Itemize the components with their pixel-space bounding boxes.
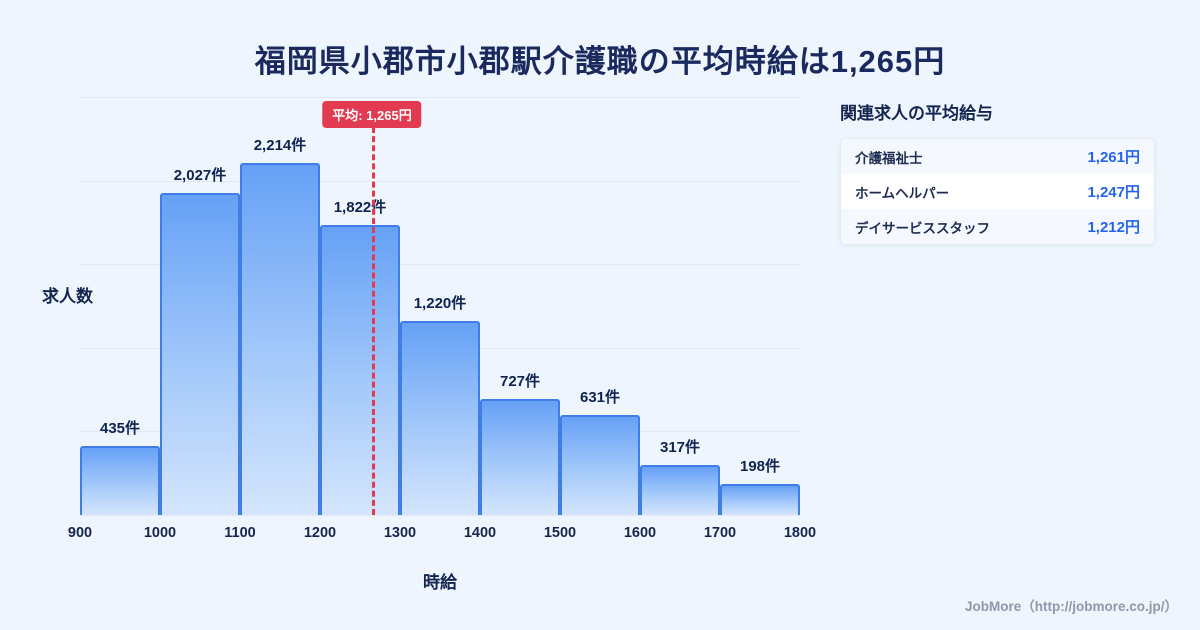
- average-line: [372, 127, 375, 515]
- table-row: ホームヘルパー 1,247円: [841, 174, 1154, 209]
- x-tick-label: 1300: [383, 525, 417, 541]
- page-title: 福岡県小郡市小郡駅介護職の平均時給は1,265円: [254, 44, 946, 79]
- job-value: 1,212円: [1087, 219, 1140, 236]
- plot-area: 平均: 1,265円 435件 2,027件 2,214件 1,822件 1,220件 7…: [68, 97, 816, 541]
- x-tick-label: 1100: [224, 525, 256, 541]
- x-tick-label: 1500: [543, 525, 577, 541]
- gridline: [80, 97, 800, 98]
- bar-value-label: 2,214件: [253, 137, 307, 154]
- bar-value-label: 198件: [739, 457, 781, 475]
- x-tick-label: 1600: [623, 525, 657, 541]
- bar: [480, 399, 560, 515]
- job-value: 1,247円: [1087, 184, 1140, 201]
- x-tick-label: 1000: [143, 525, 177, 541]
- bar: [320, 225, 400, 515]
- bar: [80, 445, 160, 515]
- gridline: [80, 264, 800, 266]
- job-label: ホームヘルパー: [855, 185, 950, 201]
- bar-value-label: 2,027件: [173, 166, 227, 184]
- x-tick-label: 1200: [303, 525, 337, 541]
- x-tick-label: 900: [67, 525, 93, 541]
- bar-value-label: 1,220件: [413, 295, 467, 312]
- gridline: [80, 515, 800, 516]
- related-jobs-card: 介護福祉士 1,261円 ホームヘルパー 1,247円 デイサービススタッフ 1…: [840, 138, 1155, 245]
- gridline: [80, 180, 800, 182]
- y-axis-label: 求人数: [42, 287, 93, 306]
- source-credit: JobMore（http://jobmore.co.jp/）: [965, 599, 1178, 614]
- bar: [640, 464, 720, 515]
- bar-value-label: 727件: [499, 373, 541, 391]
- job-label: デイサービススタッフ: [855, 220, 990, 236]
- average-badge: 平均: 1,265円: [322, 101, 422, 128]
- bar-value-label: 317件: [659, 438, 701, 456]
- x-axis-label: 時給: [423, 573, 457, 592]
- bar-value-label: 435件: [99, 419, 141, 437]
- x-tick-label: 1400: [463, 525, 497, 541]
- x-tick-label: 1700: [703, 525, 737, 541]
- bar-value-label: 631件: [579, 388, 621, 406]
- bar: [720, 483, 800, 515]
- table-row: 介護福祉士 1,261円: [841, 139, 1154, 174]
- bar: [400, 321, 480, 515]
- side-panel-heading: 関連求人の平均給与: [840, 104, 993, 123]
- x-tick-label: 1800: [783, 525, 817, 541]
- job-label: 介護福祉士: [855, 150, 923, 166]
- bar: [160, 192, 240, 515]
- job-value: 1,261円: [1087, 149, 1140, 166]
- bar: [560, 414, 640, 515]
- table-row: デイサービススタッフ 1,212円: [841, 209, 1154, 244]
- bar: [240, 163, 320, 515]
- bar-value-label: 1,822件: [333, 199, 387, 217]
